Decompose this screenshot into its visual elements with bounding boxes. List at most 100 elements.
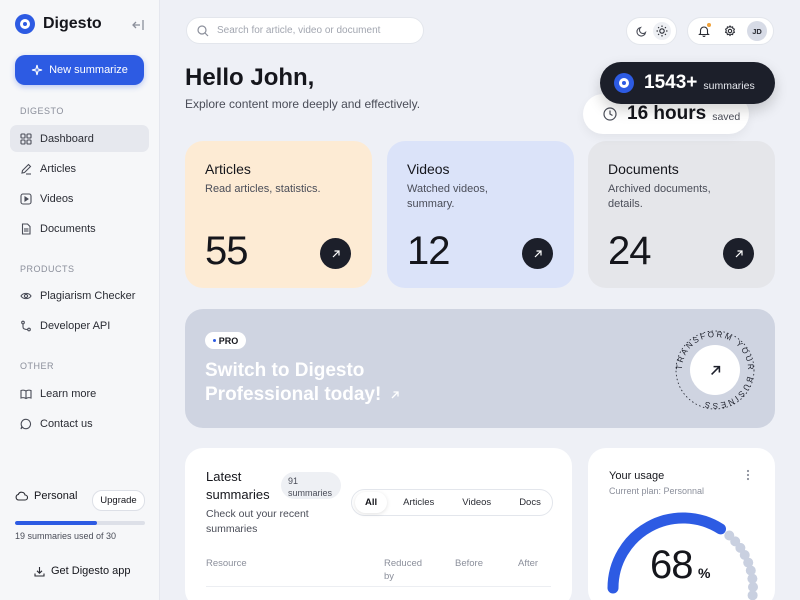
theme-toggle[interactable] — [626, 17, 677, 45]
search-icon — [197, 24, 209, 36]
pro-promo-banner[interactable]: PRO Switch to Digesto Professional today… — [185, 309, 775, 428]
sidebar-item-dashboard[interactable]: Dashboard — [10, 125, 149, 152]
gear-icon — [724, 25, 736, 37]
grid-icon — [20, 132, 32, 145]
section-label-other: OTHER — [20, 361, 54, 371]
filter-tab-docs[interactable]: Docs — [519, 497, 541, 508]
light-mode-button[interactable] — [652, 22, 671, 40]
plan-usage-fill — [15, 521, 98, 525]
search-bar[interactable] — [186, 17, 424, 44]
summaries-count-badge: 91 summaries — [281, 472, 341, 499]
sidebar-item-label: Documents — [40, 222, 96, 235]
gauge-remaining-dot — [745, 565, 756, 576]
articles-card[interactable]: Articles Read articles, statistics. 55 — [185, 141, 372, 288]
plan-label: Personal — [15, 490, 77, 502]
open-documents-button[interactable] — [723, 238, 754, 269]
usage-value: 68 — [650, 543, 693, 587]
logo-icon — [614, 73, 634, 93]
sidebar-item-documents[interactable]: Documents — [10, 215, 149, 242]
arrow-up-right-icon — [534, 249, 542, 257]
videos-card[interactable]: Videos Watched videos, summary. 12 — [387, 141, 574, 288]
sidebar-item-label: Dashboard — [40, 132, 94, 145]
arrow-up-right-icon — [332, 249, 340, 257]
sparkle-icon — [31, 64, 43, 76]
document-icon — [21, 222, 31, 235]
app-name: Digesto — [43, 15, 102, 32]
more-options-icon[interactable] — [742, 468, 754, 482]
latest-summaries-panel: Latest summaries 91 summaries Check out … — [185, 448, 572, 600]
sidebar-item-developer-api[interactable]: Developer API — [10, 312, 149, 339]
arrow-up-right-icon — [735, 249, 743, 257]
gauge-remaining-dot — [747, 573, 758, 584]
sidebar-item-label: Developer API — [40, 319, 111, 332]
notifications-button[interactable] — [693, 20, 715, 42]
new-summarize-button[interactable]: New summarize — [15, 55, 144, 85]
settings-button[interactable] — [719, 20, 741, 42]
promo-title[interactable]: Switch to Digesto Professional today! — [205, 359, 425, 407]
card-count: 55 — [205, 229, 248, 273]
card-description: Watched videos, summary. — [407, 183, 488, 210]
filter-tab-articles[interactable]: Articles — [403, 497, 435, 508]
column-header-resource[interactable]: Resource — [206, 558, 247, 569]
pro-badge: PRO — [205, 332, 246, 349]
sidebar-item-learn-more[interactable]: Learn more — [10, 380, 149, 407]
notification-dot — [707, 23, 711, 27]
cloud-icon — [15, 491, 28, 501]
sidebar-item-contact-us[interactable]: Contact us — [10, 410, 149, 437]
git-branch-icon — [21, 320, 31, 331]
column-header-reduced-by[interactable]: Reduced by — [384, 558, 423, 582]
download-icon — [34, 566, 45, 577]
card-description: Read articles, statistics. — [205, 183, 321, 195]
sidebar-item-plagiarism-checker[interactable]: Plagiarism Checker — [10, 282, 149, 309]
usage-plan: Current plan: Personnal — [609, 486, 705, 496]
sidebar-item-articles[interactable]: Articles — [10, 155, 149, 182]
filter-tabs: All Articles Videos Docs — [351, 489, 553, 516]
greeting-subtitle: Explore content more deeply and effectiv… — [185, 97, 421, 111]
app-logo[interactable]: Digesto — [15, 14, 102, 34]
filter-tab-videos[interactable]: Videos — [462, 497, 492, 508]
promo-go-button[interactable] — [690, 345, 740, 395]
documents-card[interactable]: Documents Archived documents, details. 2… — [588, 141, 775, 288]
pen-icon — [21, 163, 32, 175]
plan-usage-text: 19 summaries used of 30 — [15, 531, 117, 541]
sidebar-item-label: Contact us — [40, 417, 93, 430]
open-articles-button[interactable] — [320, 238, 351, 269]
column-header-after[interactable]: After — [518, 558, 539, 569]
arrow-up-right-icon — [710, 365, 720, 375]
sun-icon — [656, 25, 668, 37]
column-header-before[interactable]: Before — [455, 558, 483, 569]
eye-icon — [20, 292, 32, 299]
sidebar-item-videos[interactable]: Videos — [10, 185, 149, 212]
bell-icon — [698, 26, 710, 37]
usage-unit: % — [698, 565, 711, 581]
hours-label: saved — [712, 110, 741, 123]
gauge-remaining-dot — [743, 557, 754, 568]
header-actions: JD — [687, 17, 774, 45]
hours-value: 16 hours — [627, 103, 707, 124]
dark-mode-button[interactable] — [632, 22, 650, 40]
sidebar-item-label: Plagiarism Checker — [40, 289, 136, 302]
avatar[interactable]: JD — [747, 21, 767, 41]
summaries-label: summaries — [703, 79, 755, 92]
search-input[interactable] — [217, 25, 407, 36]
upgrade-button[interactable]: Upgrade — [92, 490, 145, 511]
plan-usage-bar — [15, 521, 145, 525]
collapse-sidebar-icon[interactable] — [131, 18, 145, 32]
card-title: Documents — [608, 161, 679, 177]
get-app-link[interactable]: Get Digesto app — [34, 565, 131, 577]
sidebar-item-label: Articles — [40, 162, 77, 175]
gauge-remaining-dot — [747, 590, 758, 600]
open-videos-button[interactable] — [522, 238, 553, 269]
filter-tab-all[interactable]: All — [355, 492, 388, 513]
card-title: Articles — [205, 161, 251, 177]
new-summarize-label: New summarize — [49, 64, 128, 76]
greeting-title: Hello John, — [185, 64, 315, 91]
summaries-stat: 1543+ summaries — [600, 62, 775, 104]
sidebar-item-label: Learn more — [40, 387, 97, 400]
latest-summaries-subtitle: Check out your recent summaries — [206, 508, 309, 535]
gauge-remaining-dot — [739, 550, 750, 561]
section-label-digesto: DIGESTO — [20, 106, 64, 116]
book-icon — [20, 389, 32, 399]
section-label-products: PRODUCTS — [20, 264, 75, 274]
dot-icon — [212, 339, 216, 342]
